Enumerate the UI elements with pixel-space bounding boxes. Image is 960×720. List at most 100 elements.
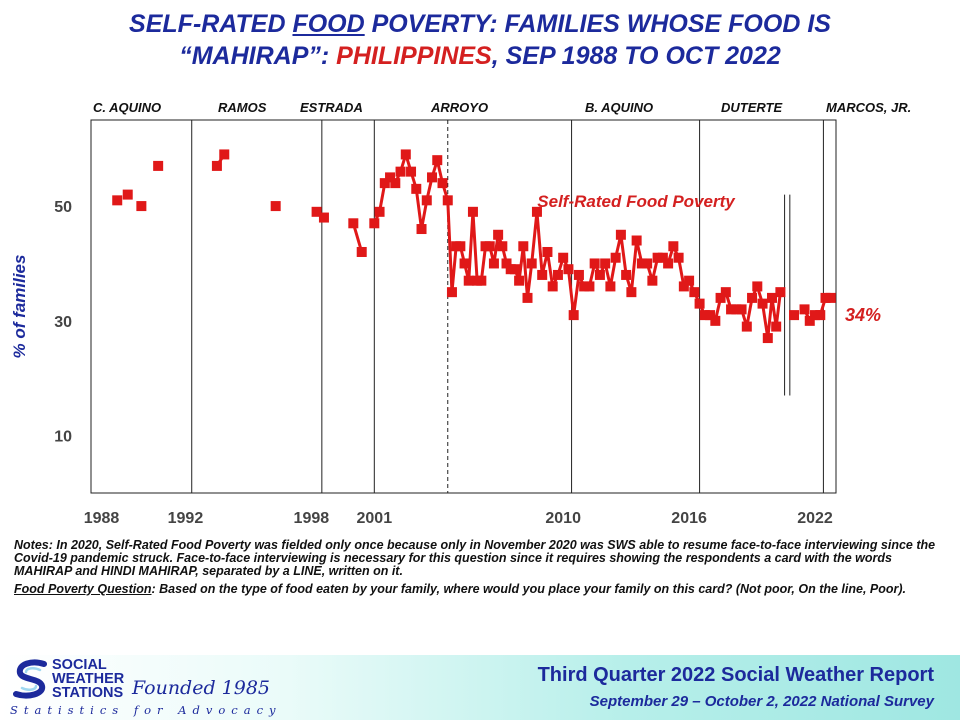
admin-label-duterte: DUTERTE — [721, 100, 783, 115]
data-point — [136, 201, 147, 212]
x-tick-label: 1988 — [84, 510, 120, 527]
data-point — [621, 269, 632, 280]
data-point — [626, 287, 637, 298]
chart-title: SELF-RATED FOOD POVERTY: FAMILIES WHOSE … — [0, 8, 960, 72]
admin-label-c-aquino: C. AQUINO — [93, 100, 162, 115]
data-point — [547, 281, 558, 292]
food-poverty-chart: 10 30 50 % of families 1988 1992 1998 2001 2010 2… — [10, 119, 881, 527]
data-point — [406, 166, 417, 177]
founded-text: Founded 1985 — [132, 677, 271, 699]
data-point — [395, 166, 406, 177]
data-point — [694, 298, 705, 309]
data-point — [589, 258, 600, 269]
x-tick-label: 2001 — [357, 510, 393, 527]
admin-label-estrada: ESTRADA — [300, 100, 363, 115]
data-point — [374, 206, 385, 217]
data-point — [584, 281, 595, 292]
data-point — [400, 149, 411, 160]
x-tick-label: 2010 — [545, 510, 581, 527]
data-point — [810, 310, 821, 321]
data-point — [799, 304, 810, 315]
data-point — [455, 241, 466, 252]
data-point — [509, 264, 520, 275]
y-tick-label: 10 — [54, 429, 72, 446]
data-point — [432, 155, 443, 166]
sws-logo-icon — [13, 659, 47, 699]
data-point — [647, 275, 658, 286]
data-point — [684, 275, 695, 286]
data-point — [766, 292, 777, 303]
data-point — [446, 287, 457, 298]
admin-label-b-aquino: B. AQUINO — [585, 100, 654, 115]
data-point — [747, 292, 758, 303]
data-point — [594, 269, 605, 280]
series-label: Self-Rated Food Poverty — [537, 192, 736, 211]
data-point — [522, 292, 533, 303]
data-point — [369, 218, 380, 229]
data-point — [153, 160, 164, 171]
data-point — [673, 252, 684, 263]
data-point — [348, 218, 359, 229]
data-point — [771, 321, 782, 332]
data-point — [518, 241, 529, 252]
data-point — [610, 252, 621, 263]
notes-block: Notes: In 2020, Self-Rated Food Poverty … — [14, 539, 949, 601]
data-point — [467, 206, 478, 217]
data-point — [789, 310, 800, 321]
data-point — [501, 258, 512, 269]
data-point — [705, 310, 716, 321]
question-text: Food Poverty Question: Based on the type… — [14, 582, 907, 596]
data-point — [615, 229, 626, 240]
data-point — [558, 252, 569, 263]
data-point — [484, 241, 495, 252]
data-point — [463, 275, 474, 286]
data-point — [311, 206, 322, 217]
x-tick-label: 2022 — [797, 510, 833, 527]
data-point — [497, 241, 508, 252]
data-point — [488, 258, 499, 269]
data-point — [678, 281, 689, 292]
data-point — [657, 252, 668, 263]
data-point — [356, 246, 367, 257]
data-point — [741, 321, 752, 332]
data-point — [715, 292, 726, 303]
data-point — [762, 333, 773, 344]
data-point — [731, 304, 742, 315]
data-point — [689, 287, 700, 298]
x-tick-label: 1992 — [168, 510, 204, 527]
title-line-2: “MAHIRAP”: PHILIPPINES, SEP 1988 TO OCT … — [179, 42, 781, 70]
report-title: Third Quarter 2022 Social Weather Report — [537, 664, 934, 686]
data-point — [820, 292, 831, 303]
data-point — [442, 195, 453, 206]
org-name: SOCIAL WEATHER STATIONS — [52, 657, 125, 701]
data-point — [631, 235, 642, 246]
data-point — [421, 195, 432, 206]
data-point — [411, 183, 422, 194]
data-point — [219, 149, 230, 160]
data-point — [427, 172, 438, 183]
notes-text: Notes: In 2020, Self-Rated Food Poverty … — [14, 538, 936, 578]
data-point — [318, 212, 329, 223]
data-point — [775, 287, 786, 298]
title-line-1: SELF-RATED FOOD POVERTY: FAMILIES WHOSE … — [129, 10, 831, 38]
data-point — [726, 304, 737, 315]
data-point — [815, 310, 826, 321]
data-point — [663, 258, 674, 269]
data-point — [668, 241, 679, 252]
data-point — [437, 178, 448, 189]
data-point — [568, 310, 579, 321]
data-point — [710, 315, 721, 326]
data-point — [112, 195, 123, 206]
data-point — [804, 315, 815, 326]
admin-label-marcos-jr: MARCOS, JR. — [826, 100, 912, 115]
data-point — [699, 310, 710, 321]
data-point — [270, 201, 281, 212]
latest-value-label: 34% — [845, 305, 881, 325]
data-point — [531, 206, 542, 217]
data-point — [642, 258, 653, 269]
data-point — [573, 269, 584, 280]
data-point — [652, 252, 663, 263]
data-point — [122, 189, 133, 200]
tagline-text: Statistics for Advocacy — [10, 703, 282, 717]
data-point — [514, 275, 525, 286]
